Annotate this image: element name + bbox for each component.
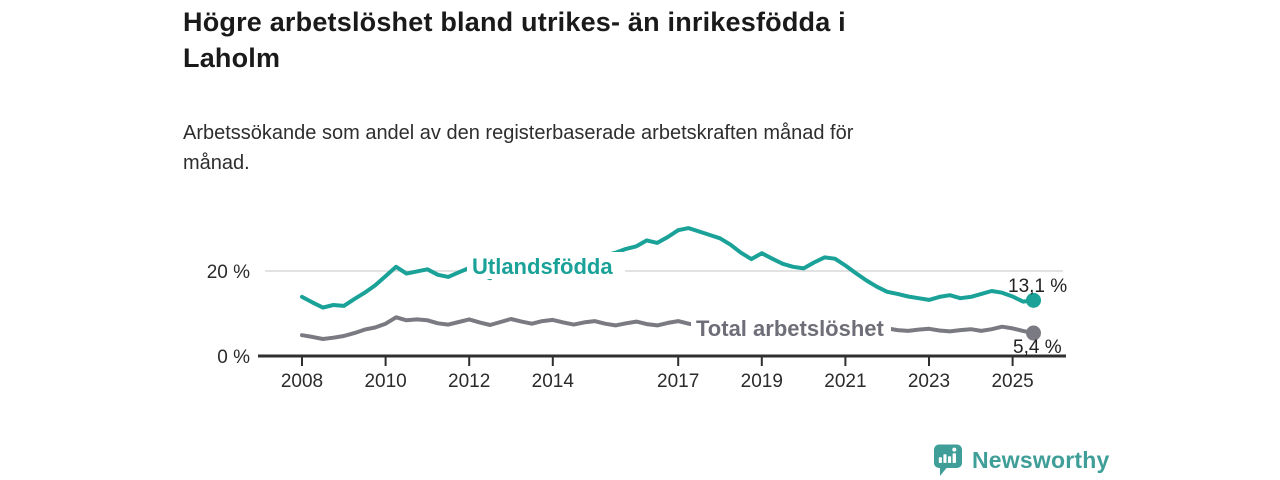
series-label-mask-utlandsf-dda <box>467 252 625 279</box>
x-tick-label-2019: 2019 <box>741 371 783 392</box>
x-tick-label-2017: 2017 <box>657 371 699 392</box>
chart-subtitle: Arbetssökande som andel av den registerb… <box>183 118 963 178</box>
y-tick-label-0: 0 % <box>217 347 250 368</box>
newsworthy-logo[interactable]: Newsworthy <box>933 444 1109 477</box>
end-dot-utlandsf-dda <box>1026 292 1041 308</box>
x-tick-label-2025: 2025 <box>991 371 1033 392</box>
x-tick-label-2012: 2012 <box>448 371 490 392</box>
x-tick-label-2021: 2021 <box>824 371 866 392</box>
brand-wordmark: Newsworthy <box>972 447 1110 473</box>
series-line-utlandsf-dda <box>300 226 1036 310</box>
x-tick-label-2010: 2010 <box>364 371 406 392</box>
y-tick-label-20: 20 % <box>207 262 250 283</box>
end-dot-total-arbetsl-shet <box>1026 325 1041 341</box>
x-tick-label-2008: 2008 <box>281 371 323 392</box>
series-label-utlandsf-dda: Utlandsfödda <box>472 254 613 279</box>
subtitle-line-2: månad. <box>183 152 250 174</box>
subtitle-line-1: Arbetssökande som andel av den registerb… <box>183 122 854 144</box>
title-line-1: Högre arbetslöshet bland utrikes- än inr… <box>183 7 846 37</box>
series-label-mask-total-arbetsl-shet <box>691 315 891 341</box>
x-tick-label-2014: 2014 <box>532 371 575 392</box>
end-value-label-utlandsf-dda: 13,1 % <box>1008 276 1067 297</box>
series-label-total-arbetsl-shet: Total arbetslöshet <box>696 316 885 341</box>
x-tick-label-2023: 2023 <box>908 371 950 392</box>
end-value-label-total-arbetsl-shet: 5,4 % <box>1013 337 1062 358</box>
speech-bubble-bar-chart-icon <box>934 444 962 476</box>
page-title: Högre arbetslöshet bland utrikes- än inr… <box>183 4 1043 76</box>
title-line-2: Laholm <box>183 43 281 73</box>
series-line-total-arbetsl-shet <box>300 315 1036 341</box>
